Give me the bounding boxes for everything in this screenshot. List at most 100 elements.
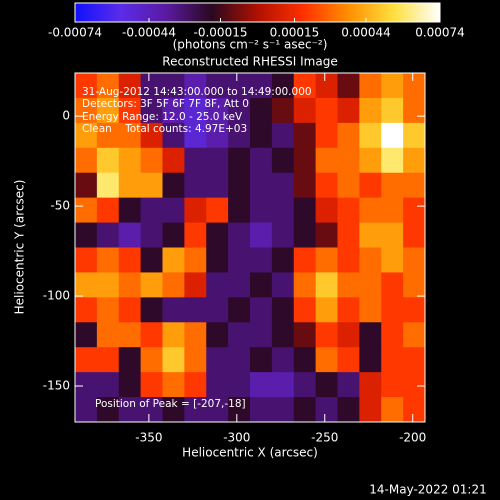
heatmap-cell	[403, 297, 426, 323]
heatmap-cell	[206, 297, 229, 323]
heatmap-cell	[140, 372, 163, 398]
heatmap-cell	[96, 147, 120, 174]
heatmap-cell	[381, 347, 404, 373]
heatmap-cell	[228, 397, 251, 423]
heatmap-cell	[359, 197, 382, 224]
heatmap-cell	[271, 197, 295, 224]
heatmap-cell	[162, 322, 185, 348]
heatmap-cell	[162, 347, 185, 373]
heatmap-cell	[118, 247, 142, 273]
heatmap-cell	[403, 122, 426, 149]
heatmap-cell	[271, 97, 295, 124]
colorbar-tick-label: -0.00044	[122, 26, 176, 40]
heatmap-cell	[403, 222, 426, 248]
heatmap-cell	[337, 347, 360, 373]
heatmap-cell	[184, 297, 207, 323]
heatmap-cell	[337, 397, 360, 423]
heatmap-cell	[293, 272, 317, 298]
heatmap-cell	[250, 247, 273, 273]
heatmap-cell	[162, 372, 185, 398]
heatmap-cell	[140, 97, 163, 124]
heatmap-cell	[403, 397, 426, 423]
heatmap-cell	[75, 73, 98, 99]
y-tick-label: -50	[50, 199, 70, 213]
heatmap-cell	[315, 272, 338, 298]
heatmap-cell	[140, 147, 163, 174]
heatmap-cell	[271, 172, 295, 199]
heatmap-cell	[293, 222, 317, 248]
heatmap-cell	[75, 397, 98, 423]
heatmap-cell	[271, 73, 295, 99]
annotation: Energy Range: 12.0 - 25.0 keV	[82, 111, 243, 123]
heatmap-cell	[184, 147, 207, 174]
x-tick-label: -350	[135, 431, 162, 445]
heatmap-cell	[250, 397, 273, 423]
heatmap-cell	[359, 147, 382, 174]
heatmap-cell	[75, 372, 98, 398]
heatmap-cell	[337, 372, 360, 398]
heatmap-cell	[403, 247, 426, 273]
heatmap-cell	[162, 397, 185, 423]
heatmap-cell	[228, 372, 251, 398]
heatmap-cell	[162, 97, 185, 124]
heatmap-cell	[118, 347, 142, 373]
heatmap-cell	[140, 247, 163, 273]
heatmap-cell	[228, 297, 251, 323]
heatmap-cell	[96, 172, 120, 199]
heatmap-cell	[184, 397, 207, 423]
heatmap	[75, 73, 426, 423]
heatmap-cell	[293, 322, 317, 348]
heatmap-cell	[118, 73, 142, 99]
annotation: 31-Aug-2012 14:43:00.000 to 14:49:00.000	[82, 86, 312, 98]
heatmap-cell	[293, 347, 317, 373]
annotation: Clean Total counts: 4.97E+03	[82, 123, 247, 135]
heatmap-cell	[271, 247, 295, 273]
heatmap-cell	[75, 347, 98, 373]
heatmap-cell	[75, 97, 98, 124]
heatmap-cell	[315, 347, 338, 373]
heatmap-cell	[140, 222, 163, 248]
heatmap-cell	[359, 322, 382, 348]
x-tick-label: -250	[311, 431, 338, 445]
heatmap-cell	[337, 97, 360, 124]
heatmap-cell	[75, 272, 98, 298]
heatmap-cell	[315, 397, 338, 423]
annotation: Detectors: 3F 5F 6F 7F 8F, Att 0	[82, 98, 249, 110]
heatmap-cell	[381, 222, 404, 248]
heatmap-cell	[337, 172, 360, 199]
heatmap-cell	[206, 372, 229, 398]
heatmap-cell	[293, 372, 317, 398]
heatmap-cell	[140, 73, 163, 99]
heatmap-cell	[271, 147, 295, 174]
heatmap-cell	[184, 122, 207, 149]
heatmap-cell	[315, 122, 338, 149]
heatmap-cell	[403, 97, 426, 124]
y-axis-label: Heliocentric Y (arcsec)	[13, 180, 27, 315]
heatmap-cell	[293, 197, 317, 224]
heatmap-cell	[250, 197, 273, 224]
x-tick-label: -200	[399, 431, 426, 445]
heatmap-cell	[184, 197, 207, 224]
heatmap-cell	[271, 397, 295, 423]
heatmap-cell	[206, 397, 229, 423]
heatmap-cell	[381, 147, 404, 174]
heatmap-cell	[228, 122, 251, 149]
heatmap-cell	[403, 322, 426, 348]
heatmap-cell	[359, 73, 382, 99]
annotation: Position of Peak = [-207,-18]	[95, 398, 246, 410]
heatmap-cell	[381, 272, 404, 298]
heatmap-cell	[228, 172, 251, 199]
y-tick-label: 0	[62, 109, 70, 123]
heatmap-cell	[96, 322, 120, 348]
heatmap-cell	[228, 272, 251, 298]
heatmap-cell	[403, 372, 426, 398]
heatmap-cell	[228, 222, 251, 248]
heatmap-cell	[184, 347, 207, 373]
heatmap-cell	[359, 172, 382, 199]
heatmap-cell	[315, 297, 338, 323]
heatmap-cell	[315, 222, 338, 248]
heatmap-cell	[228, 97, 251, 124]
heatmap-cell	[162, 297, 185, 323]
heatmap-cell	[293, 73, 317, 99]
